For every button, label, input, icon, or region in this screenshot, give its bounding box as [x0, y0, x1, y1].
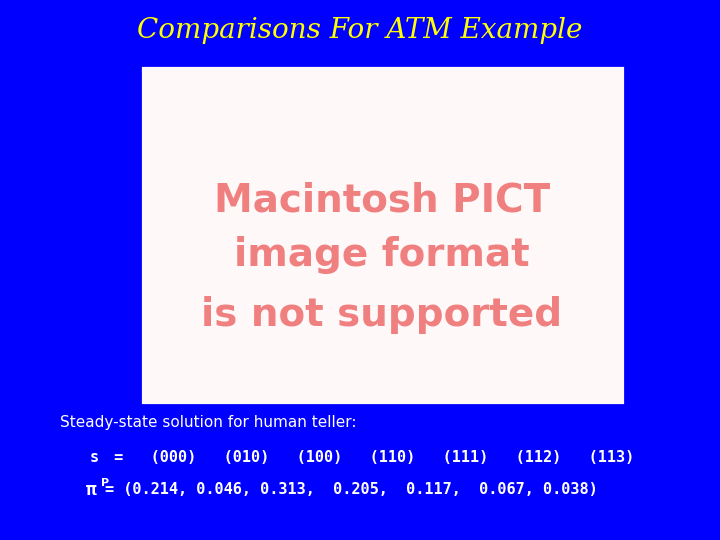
Text: Steady-state solution for human teller:: Steady-state solution for human teller:: [60, 415, 356, 429]
FancyBboxPatch shape: [140, 65, 625, 405]
Text: P: P: [101, 478, 109, 488]
Text: is not supported: is not supported: [202, 296, 562, 334]
Text: =   (000)   (010)   (100)   (110)   (111)   (112)   (113): = (000) (010) (100) (110) (111) (112) (1…: [105, 449, 634, 464]
Text: Comparisons For ATM Example: Comparisons For ATM Example: [138, 17, 582, 44]
Text: π: π: [86, 481, 97, 499]
Text: = (0.214, 0.046, 0.313,  0.205,  0.117,  0.067, 0.038): = (0.214, 0.046, 0.313, 0.205, 0.117, 0.…: [105, 483, 598, 497]
Text: s: s: [90, 449, 99, 464]
Text: Macintosh PICT: Macintosh PICT: [214, 181, 550, 219]
Text: image format: image format: [234, 236, 530, 274]
